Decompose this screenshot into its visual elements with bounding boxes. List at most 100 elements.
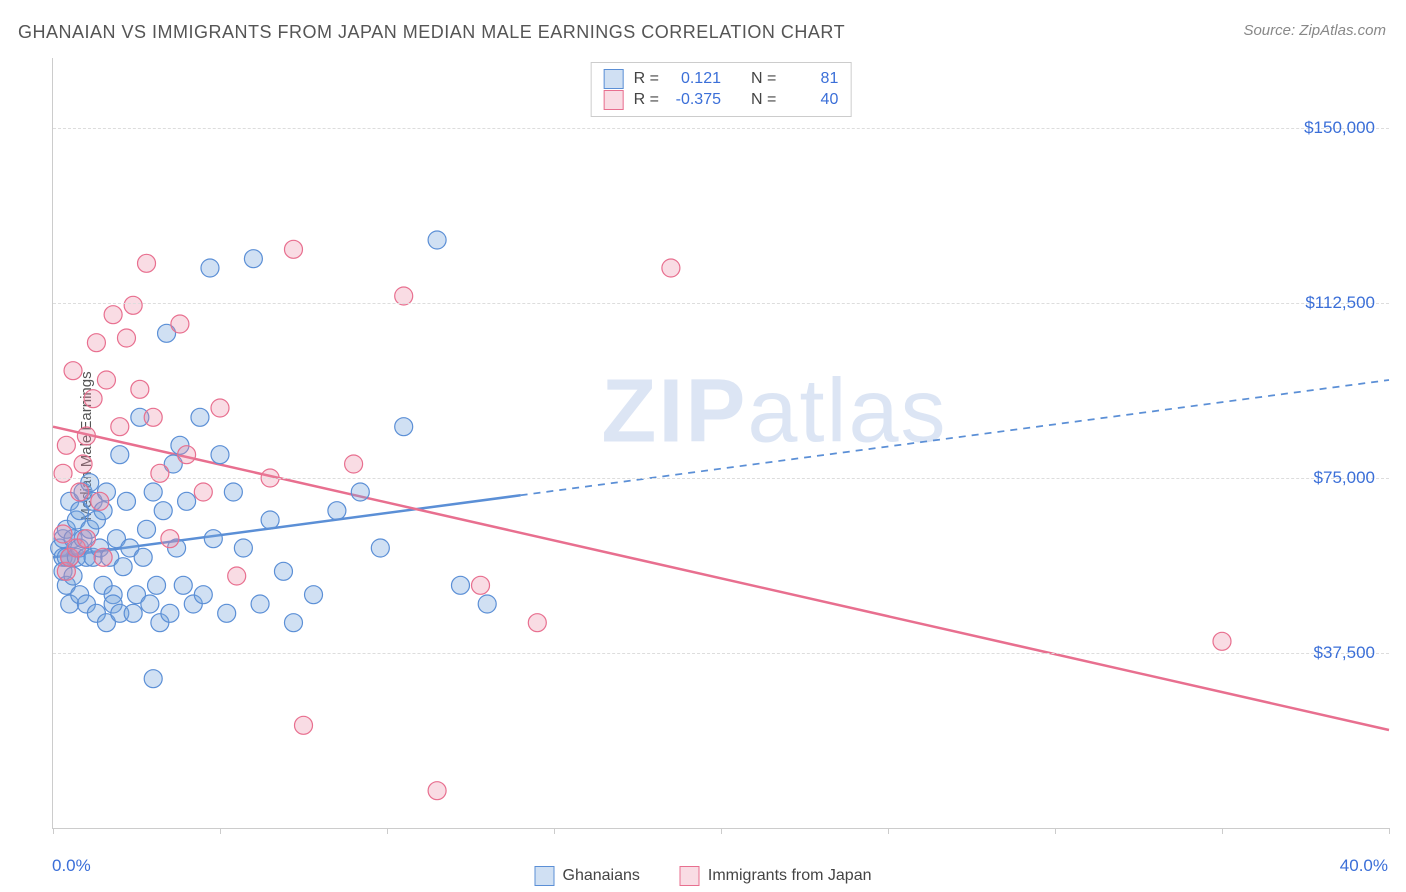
scatter-svg	[53, 58, 1389, 828]
bottom-legend: Ghanaians Immigrants from Japan	[535, 866, 872, 886]
y-tick-label: $150,000	[1304, 118, 1375, 138]
data-point	[131, 380, 149, 398]
plot-area: ZIPatlas R = 0.121 N = 81 R = -0.375 N =…	[52, 58, 1389, 829]
x-tick-mark	[1055, 828, 1056, 834]
stats-n-value-2: 40	[786, 91, 838, 109]
legend-swatch-1	[535, 866, 555, 886]
data-point	[244, 250, 262, 268]
data-point	[351, 483, 369, 501]
data-point	[77, 530, 95, 548]
data-point	[218, 604, 236, 622]
gridline-h	[53, 303, 1389, 304]
chart-title: GHANAIAN VS IMMIGRANTS FROM JAPAN MEDIAN…	[18, 22, 845, 43]
x-tick-mark	[721, 828, 722, 834]
data-point	[154, 502, 172, 520]
data-point	[141, 595, 159, 613]
data-point	[284, 240, 302, 258]
regression-line-solid	[53, 427, 1389, 730]
x-tick-mark	[554, 828, 555, 834]
legend-label-2: Immigrants from Japan	[708, 867, 872, 885]
data-point	[117, 492, 135, 510]
data-point	[134, 548, 152, 566]
data-point	[1213, 632, 1231, 650]
x-tick-mark	[220, 828, 221, 834]
data-point	[201, 259, 219, 277]
stats-n-label: N =	[751, 70, 776, 88]
legend-item-2: Immigrants from Japan	[680, 866, 872, 886]
data-point	[305, 586, 323, 604]
x-tick-mark	[888, 828, 889, 834]
data-point	[144, 483, 162, 501]
legend-item-1: Ghanaians	[535, 866, 640, 886]
stats-r-label-2: R =	[634, 91, 659, 109]
data-point	[151, 464, 169, 482]
gridline-h	[53, 653, 1389, 654]
data-point	[87, 334, 105, 352]
data-point	[395, 418, 413, 436]
swatch-series-1	[604, 69, 624, 89]
source-label: Source: ZipAtlas.com	[1243, 22, 1386, 39]
x-tick-mark	[53, 828, 54, 834]
stats-row-1: R = 0.121 N = 81	[604, 69, 839, 89]
data-point	[124, 604, 142, 622]
legend-swatch-2	[680, 866, 700, 886]
data-point	[451, 576, 469, 594]
data-point	[472, 576, 490, 594]
y-tick-label: $37,500	[1314, 643, 1375, 663]
data-point	[261, 511, 279, 529]
data-point	[94, 548, 112, 566]
data-point	[117, 329, 135, 347]
data-point	[528, 614, 546, 632]
data-point	[224, 483, 242, 501]
stats-r-value-2: -0.375	[669, 91, 721, 109]
data-point	[64, 362, 82, 380]
data-point	[97, 371, 115, 389]
gridline-h	[53, 478, 1389, 479]
data-point	[171, 315, 189, 333]
x-axis-start-label: 0.0%	[52, 856, 91, 876]
data-point	[91, 492, 109, 510]
data-point	[194, 483, 212, 501]
data-point	[178, 446, 196, 464]
stats-box: R = 0.121 N = 81 R = -0.375 N = 40	[591, 62, 852, 117]
x-tick-mark	[387, 828, 388, 834]
x-tick-mark	[1222, 828, 1223, 834]
data-point	[228, 567, 246, 585]
data-point	[54, 525, 72, 543]
data-point	[74, 455, 92, 473]
data-point	[211, 446, 229, 464]
data-point	[84, 390, 102, 408]
data-point	[234, 539, 252, 557]
data-point	[194, 586, 212, 604]
stats-r-label: R =	[634, 70, 659, 88]
data-point	[345, 455, 363, 473]
data-point	[204, 530, 222, 548]
y-tick-label: $112,500	[1305, 293, 1375, 313]
data-point	[174, 576, 192, 594]
data-point	[124, 296, 142, 314]
data-point	[111, 446, 129, 464]
data-point	[161, 530, 179, 548]
data-point	[54, 464, 72, 482]
legend-label-1: Ghanaians	[563, 867, 640, 885]
data-point	[328, 502, 346, 520]
swatch-series-2	[604, 90, 624, 110]
data-point	[111, 418, 129, 436]
data-point	[274, 562, 292, 580]
data-point	[104, 306, 122, 324]
data-point	[71, 483, 89, 501]
stats-row-2: R = -0.375 N = 40	[604, 90, 839, 110]
data-point	[57, 436, 75, 454]
stats-n-value-1: 81	[786, 70, 838, 88]
data-point	[251, 595, 269, 613]
data-point	[371, 539, 389, 557]
data-point	[295, 716, 313, 734]
data-point	[191, 408, 209, 426]
data-point	[77, 427, 95, 445]
data-point	[428, 782, 446, 800]
data-point	[144, 670, 162, 688]
data-point	[144, 408, 162, 426]
data-point	[148, 576, 166, 594]
gridline-h	[53, 128, 1389, 129]
stats-r-value-1: 0.121	[669, 70, 721, 88]
